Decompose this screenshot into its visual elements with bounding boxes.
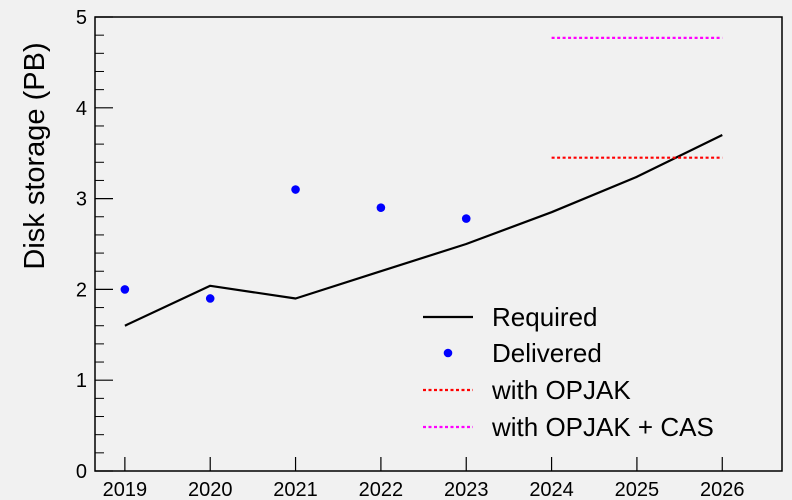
x-tick-label: 2026 xyxy=(700,479,745,500)
y-axis-title: Disk storage (PB) xyxy=(19,42,51,269)
plot-frame xyxy=(94,16,783,472)
x-tick-label: 2019 xyxy=(103,479,148,500)
delivered-point xyxy=(120,285,130,294)
x-tick-label: 2023 xyxy=(444,479,489,500)
y-tick-label: 4 xyxy=(76,98,87,120)
x-tick-label: 2025 xyxy=(615,479,660,500)
y-axis-ticks: 0 1 2 3 4 5 xyxy=(76,7,113,483)
x-tick-label: 2021 xyxy=(273,479,318,500)
x-axis-ticks: 2019 2020 2021 2022 2023 2024 2025 2026 xyxy=(103,457,745,500)
x-tick-label: 2024 xyxy=(529,479,574,500)
delivered-point xyxy=(205,294,215,303)
y-tick-label: 5 xyxy=(76,7,87,29)
y-tick-label: 1 xyxy=(76,370,87,392)
series-layer xyxy=(120,36,723,327)
delivered-point xyxy=(291,185,300,194)
y-tick-label: 2 xyxy=(76,279,87,301)
legend-swatch-delivered xyxy=(443,348,453,358)
delivered-point xyxy=(376,203,386,212)
legend-label-required: Required xyxy=(492,302,598,332)
legend: Required Delivered with OPJAK with OPJAK + … xyxy=(423,302,714,442)
delivered-point xyxy=(461,214,471,223)
y-tick-label: 3 xyxy=(76,189,87,211)
legend-label-delivered: Delivered xyxy=(492,338,602,368)
y-tick-label: 0 xyxy=(76,461,87,483)
required-line xyxy=(124,134,723,327)
x-tick-label: 2020 xyxy=(188,479,233,500)
legend-label-with-opjak: with OPJAK xyxy=(491,375,631,405)
legend-label-with-opjak-cas: with OPJAK + CAS xyxy=(491,412,714,442)
x-tick-label: 2022 xyxy=(359,479,404,500)
